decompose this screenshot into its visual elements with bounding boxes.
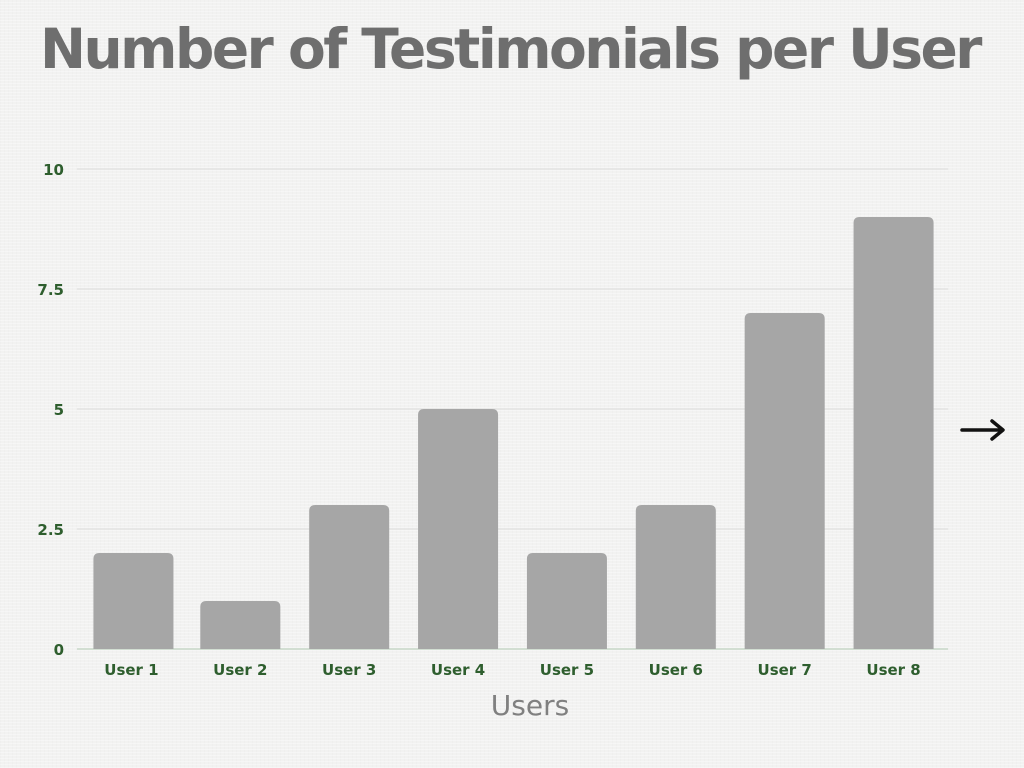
x-axis-tick-labels: User 1 User 2 User 3 User 4 User 5 User 6 User… <box>104 661 920 679</box>
y-tick-label: 0 <box>54 641 64 659</box>
bar <box>635 505 716 649</box>
x-axis-title: Users <box>490 689 570 722</box>
chart-title: Number of Testimonials per User <box>40 17 982 81</box>
arrow-right-icon[interactable] <box>958 414 1010 446</box>
y-tick-label: 10 <box>43 161 64 179</box>
x-tick-label: User 3 <box>322 661 376 679</box>
x-tick-label: User 6 <box>649 661 703 679</box>
x-tick-label: User 8 <box>866 661 920 679</box>
bar <box>200 601 281 649</box>
bar <box>309 505 390 649</box>
bar <box>93 553 174 649</box>
x-tick-label: User 2 <box>213 661 267 679</box>
x-tick-label: User 7 <box>758 661 812 679</box>
bar <box>853 217 934 649</box>
bar <box>744 313 825 649</box>
bars <box>93 217 934 649</box>
y-tick-label: 7.5 <box>37 281 64 299</box>
y-tick-label: 5 <box>54 401 64 419</box>
y-tick-label: 2.5 <box>37 521 64 539</box>
x-tick-label: User 1 <box>104 661 158 679</box>
bar <box>526 553 607 649</box>
y-axis-tick-labels: 0 2.5 5 7.5 10 <box>37 161 64 659</box>
x-tick-label: User 5 <box>540 661 594 679</box>
x-tick-label: User 4 <box>431 661 485 679</box>
bar <box>418 409 499 649</box>
